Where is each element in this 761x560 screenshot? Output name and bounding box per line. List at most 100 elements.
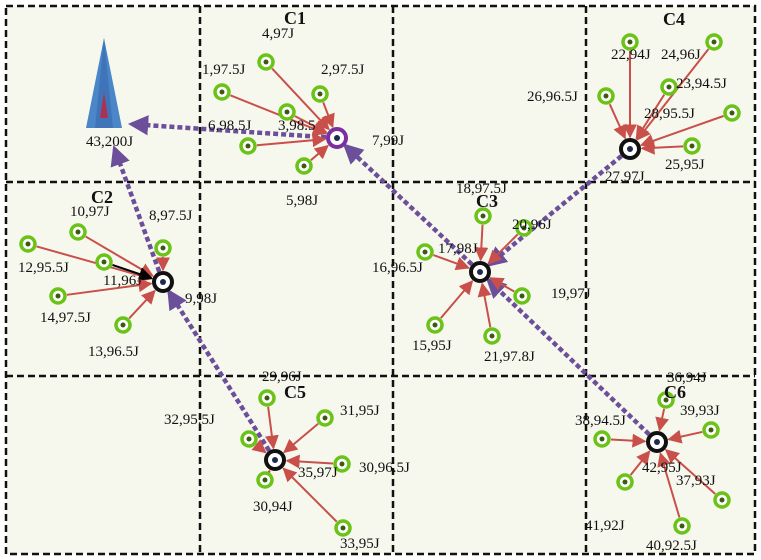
cluster-head-dot: [334, 135, 340, 141]
member-node-dot: [101, 259, 107, 265]
member-arrow-c5-2: [283, 423, 319, 454]
member-label-c6-4: 37,93J: [676, 473, 716, 489]
member-node-dot: [599, 436, 605, 442]
member-arrow-c4-6: [640, 140, 684, 155]
node-labels: 4,97J 1,97.5J 2,97.5J 6,98.5J 3,98.5 5,98J 7,9…: [18, 8, 727, 554]
member-label-c2-5: 14,97.5J: [40, 310, 91, 326]
member-node-dot: [262, 477, 268, 483]
member-label-c3-3: 16,96.5J: [372, 260, 423, 276]
sink-label: 43,200J: [86, 134, 133, 150]
member-node-dot: [264, 395, 270, 401]
cluster-head-dot: [160, 279, 166, 285]
member-arrow-c2-5: [66, 278, 153, 296]
cluster-head-label-c6: 42,95J: [642, 460, 682, 476]
route-arrow-c4-to-c3: [486, 154, 623, 267]
cluster-head-label-c1: 7,99J: [372, 133, 404, 149]
member-arrow-c4-4: [635, 94, 666, 141]
member-node-dot: [219, 89, 225, 95]
member-arrow-c5-4: [285, 454, 334, 469]
member-arrow-c3-1: [474, 224, 489, 262]
member-label-c4-1: 22,94J: [611, 47, 651, 63]
member-label-c5-4: 30,96.5J: [359, 460, 410, 476]
member-label-c6-3: 38,94.5J: [575, 413, 626, 429]
member-node-dot: [263, 59, 269, 65]
route-arrow-c5-to-c2: [167, 288, 272, 452]
route-arrow-c2-to-sink: [110, 145, 162, 273]
member-label-c2-6: 13,96.5J: [88, 344, 139, 360]
member-node-dot: [729, 110, 735, 116]
member-arrow-c1-5: [294, 115, 328, 134]
member-node-dot: [666, 84, 672, 90]
cluster-title-c3: C3: [476, 191, 498, 211]
member-arrow-c3-5: [440, 280, 474, 319]
member-arrow-c6-4: [664, 449, 716, 495]
member-label-c2-3: 12,95.5J: [18, 260, 69, 276]
cluster-title-c2: C2: [91, 187, 113, 207]
member-node-dot: [711, 39, 717, 45]
member-label-c5-2: 31,95J: [340, 403, 380, 419]
member-arrow-c2-6: [128, 289, 156, 320]
member-arrows: [36, 48, 724, 523]
sink-triangle-icon: [86, 38, 122, 128]
member-label-c2-2: 8,97.5J: [149, 208, 193, 224]
member-label-c3-1: 18,97.5J: [456, 181, 507, 197]
member-node-dot: [25, 241, 31, 247]
member-arrow-c6-6: [657, 452, 681, 518]
member-node-dot: [246, 436, 252, 442]
member-node-dot: [120, 322, 126, 328]
member-arrow-c4-5: [639, 115, 724, 148]
member-node-dot: [339, 461, 345, 467]
member-arrow-c1-6: [310, 144, 329, 161]
cluster-head-label-c2: 9,98J: [185, 291, 217, 307]
member-arrow-c2-3: [36, 245, 153, 283]
cluster-title-c5: C5: [284, 382, 306, 402]
member-arrow-c3-2: [487, 233, 519, 265]
member-label-c6-2: 39,93J: [680, 403, 720, 419]
member-label-c3-5: 15,95J: [412, 338, 452, 354]
member-node-dot: [284, 109, 290, 115]
sensor-nodes: [19, 33, 741, 537]
member-label-c4-5: 28,95.5J: [644, 106, 695, 122]
routing-arrows: [110, 115, 651, 452]
member-label-c4-2: 24,96J: [661, 47, 701, 63]
cluster-head-dot: [654, 439, 660, 445]
cluster-head-dot: [477, 269, 483, 275]
member-arrow-c3-3: [433, 254, 471, 271]
member-node-dot: [708, 427, 714, 433]
member-label-c5-6: 33,95J: [340, 536, 380, 552]
member-node-dot: [519, 293, 525, 299]
member-node-dot: [480, 213, 486, 219]
cluster-head-dot: [272, 457, 278, 463]
cluster-title-c1: C1: [284, 8, 306, 28]
member-node-dot: [55, 293, 61, 299]
route-arrow-c1-to-sink: [127, 115, 327, 140]
member-node-dot: [340, 525, 346, 531]
member-node-dot: [432, 322, 438, 328]
member-arrow-c6-2: [667, 429, 703, 444]
member-node-dot: [627, 39, 633, 45]
member-label-c5-1: 29,96J: [262, 369, 302, 385]
member-node-dot: [160, 245, 166, 251]
cluster-title-c4: C4: [663, 9, 685, 29]
member-arrow-c3-4: [489, 277, 515, 293]
member-arrow-c1-3: [321, 102, 335, 129]
member-label-c1-1: 4,97J: [262, 26, 294, 42]
member-arrow-c4-3: [608, 103, 627, 140]
cluster-head-label-c4: 27,97J: [605, 169, 645, 185]
member-label-c5-5: 30,94J: [253, 499, 293, 515]
member-arrow-c3-6: [477, 282, 492, 328]
route-arrow-c3-to-c1: [342, 143, 474, 267]
route-arrow-c6-to-c3: [485, 277, 651, 437]
grid-lines: [4, 4, 757, 556]
member-node-dot: [521, 225, 527, 231]
member-label-c1-6: 5,98J: [286, 193, 318, 209]
cluster-head-dot: [627, 146, 633, 152]
member-label-c4-6: 25,95J: [665, 157, 705, 173]
member-node-dot: [689, 143, 695, 149]
member-label-c4-3: 26,96.5J: [527, 89, 578, 105]
member-arrow-c1-2: [229, 94, 328, 136]
member-label-c1-3: 2,97.5J: [321, 62, 365, 78]
member-arrow-c5-5: [257, 469, 271, 486]
member-arrow-c1-1: [271, 67, 330, 131]
member-arrow-c1-4: [256, 133, 327, 148]
